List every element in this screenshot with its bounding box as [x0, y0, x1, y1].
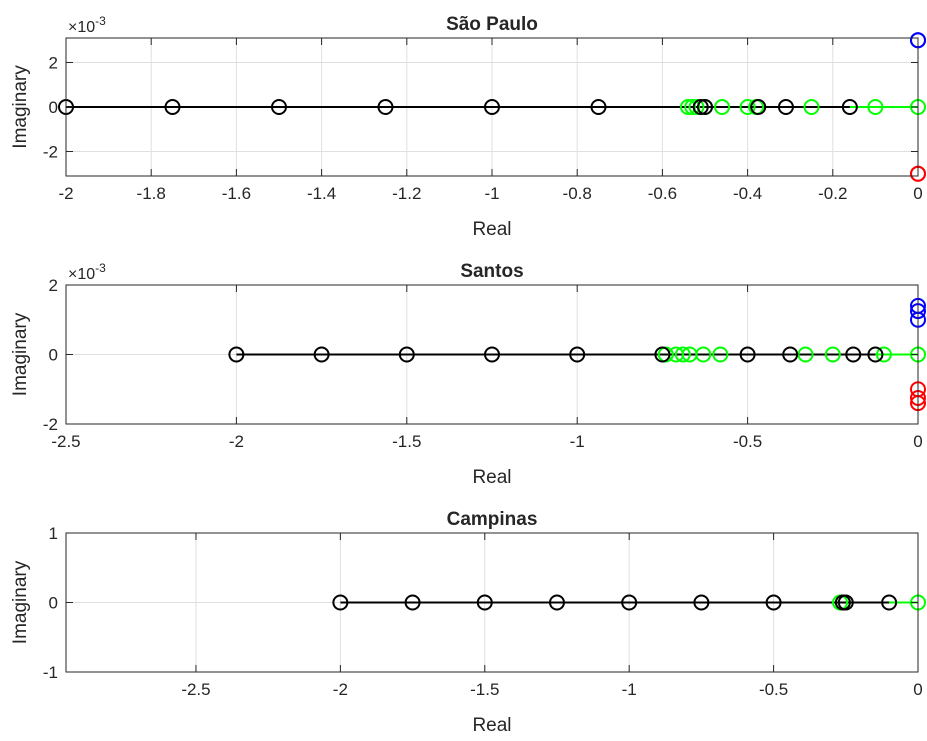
data-point: [332, 594, 349, 611]
y-tick-label: -2: [43, 143, 58, 162]
y-exponent-label: ×10-3: [68, 14, 106, 36]
y-tick-label: 0: [49, 346, 58, 365]
data-point: [697, 99, 713, 115]
subplot-3: -2.5 -2 -1.5 -1 -0.5 0 -1 0 1 Campinas Real Imagina…: [10, 509, 926, 736]
data-point: [841, 99, 858, 115]
data-point: [621, 594, 638, 611]
data-point: [867, 346, 884, 363]
data-point: [679, 99, 696, 115]
y-axis-label: Imaginary: [10, 312, 31, 396]
data-point: [881, 594, 898, 611]
x-axis-label: Real: [472, 715, 511, 736]
data-point: [875, 346, 892, 363]
x-tick-label: -1.6: [222, 184, 251, 203]
data-point: [692, 99, 709, 115]
y-axis-label: Imaginary: [10, 65, 31, 149]
chart-title: Santos: [460, 261, 523, 282]
data-point: [313, 346, 330, 363]
chart-title: São Paulo: [446, 14, 538, 35]
x-tick-label: -0.8: [563, 184, 592, 203]
y-tick-label: 1: [49, 524, 58, 543]
x-tick-label: -1: [570, 432, 585, 451]
y-tick-label: 0: [49, 98, 58, 117]
data-point: [693, 594, 710, 611]
data-point: [765, 594, 782, 611]
data-point: [484, 99, 500, 115]
data-point: [837, 594, 854, 611]
data-point: [674, 346, 691, 363]
data-point: [377, 99, 394, 115]
x-tick-label: -1.2: [392, 184, 421, 203]
x-tick-label: -2.5: [181, 680, 210, 699]
x-tick-label: -1.5: [470, 680, 499, 699]
x-axis-label: Real: [472, 219, 511, 240]
data-point: [654, 346, 671, 363]
data-point: [688, 99, 705, 115]
x-tick-label: 0: [913, 184, 922, 203]
data-point: [845, 346, 862, 363]
data-point: [739, 346, 756, 363]
x-tick-label: -1: [484, 184, 499, 203]
y-tick-label: -2: [43, 415, 58, 434]
data-point: [695, 346, 712, 363]
x-tick-label: -0.5: [759, 680, 788, 699]
x-tick-label: 0: [913, 432, 922, 451]
x-tick-label: -1.5: [392, 432, 421, 451]
x-tick-label: -1.4: [307, 184, 336, 203]
data-point: [484, 346, 500, 363]
x-tick-label: -1: [622, 680, 637, 699]
data-point: [271, 99, 287, 115]
y-tick-label: 2: [49, 276, 58, 295]
data-point: [750, 99, 767, 115]
data-point: [548, 594, 565, 611]
data-point: [777, 99, 794, 115]
data-point: [684, 99, 701, 115]
x-tick-label: -1.8: [137, 184, 166, 203]
data-point: [797, 346, 814, 363]
chart-title: Campinas: [447, 509, 538, 530]
x-tick-label: -0.5: [733, 432, 762, 451]
data-point: [739, 99, 756, 115]
data-point: [398, 346, 415, 363]
x-tick-label: -0.2: [818, 184, 847, 203]
subplot-1: -2 -1.8 -1.6 -1.4 -1.2 -1 -0.8 -0.6 -0.4 -0.2 0 -2 0…: [10, 14, 926, 240]
data-point: [803, 99, 820, 115]
x-tick-label: -2: [229, 432, 244, 451]
data-point: [867, 99, 884, 115]
y-tick-label: 0: [49, 594, 58, 613]
y-axis-label: Imaginary: [10, 560, 31, 644]
x-tick-label: -2: [333, 680, 348, 699]
subplot-2: -2.5 -2 -1.5 -1 -0.5 0-202×10-3 SantosRealImag…: [10, 261, 926, 488]
y-tick-label: 2: [49, 53, 58, 72]
data-point: [782, 346, 799, 363]
data-point: [714, 99, 731, 115]
x-tick-label: -0.4: [733, 184, 762, 203]
x-axis-label: Real: [472, 467, 511, 488]
x-tick-label: -2: [58, 184, 73, 203]
y-exponent-value: -3: [95, 14, 106, 28]
data-point: [164, 99, 181, 115]
data-point: [228, 346, 245, 363]
x-tick-label: 0: [913, 680, 922, 699]
data-point: [404, 594, 421, 611]
data-point: [476, 594, 493, 611]
y-exponent-value: -3: [95, 261, 106, 275]
x-tick-label: -0.6: [648, 184, 677, 203]
x-tick-label: -2.5: [51, 432, 80, 451]
y-exponent-label: ×10-3: [68, 261, 106, 283]
data-point: [569, 346, 586, 363]
data-point: [590, 99, 607, 115]
y-tick-label: -1: [43, 663, 58, 682]
data-point: [824, 346, 841, 363]
data-point: [712, 346, 729, 363]
